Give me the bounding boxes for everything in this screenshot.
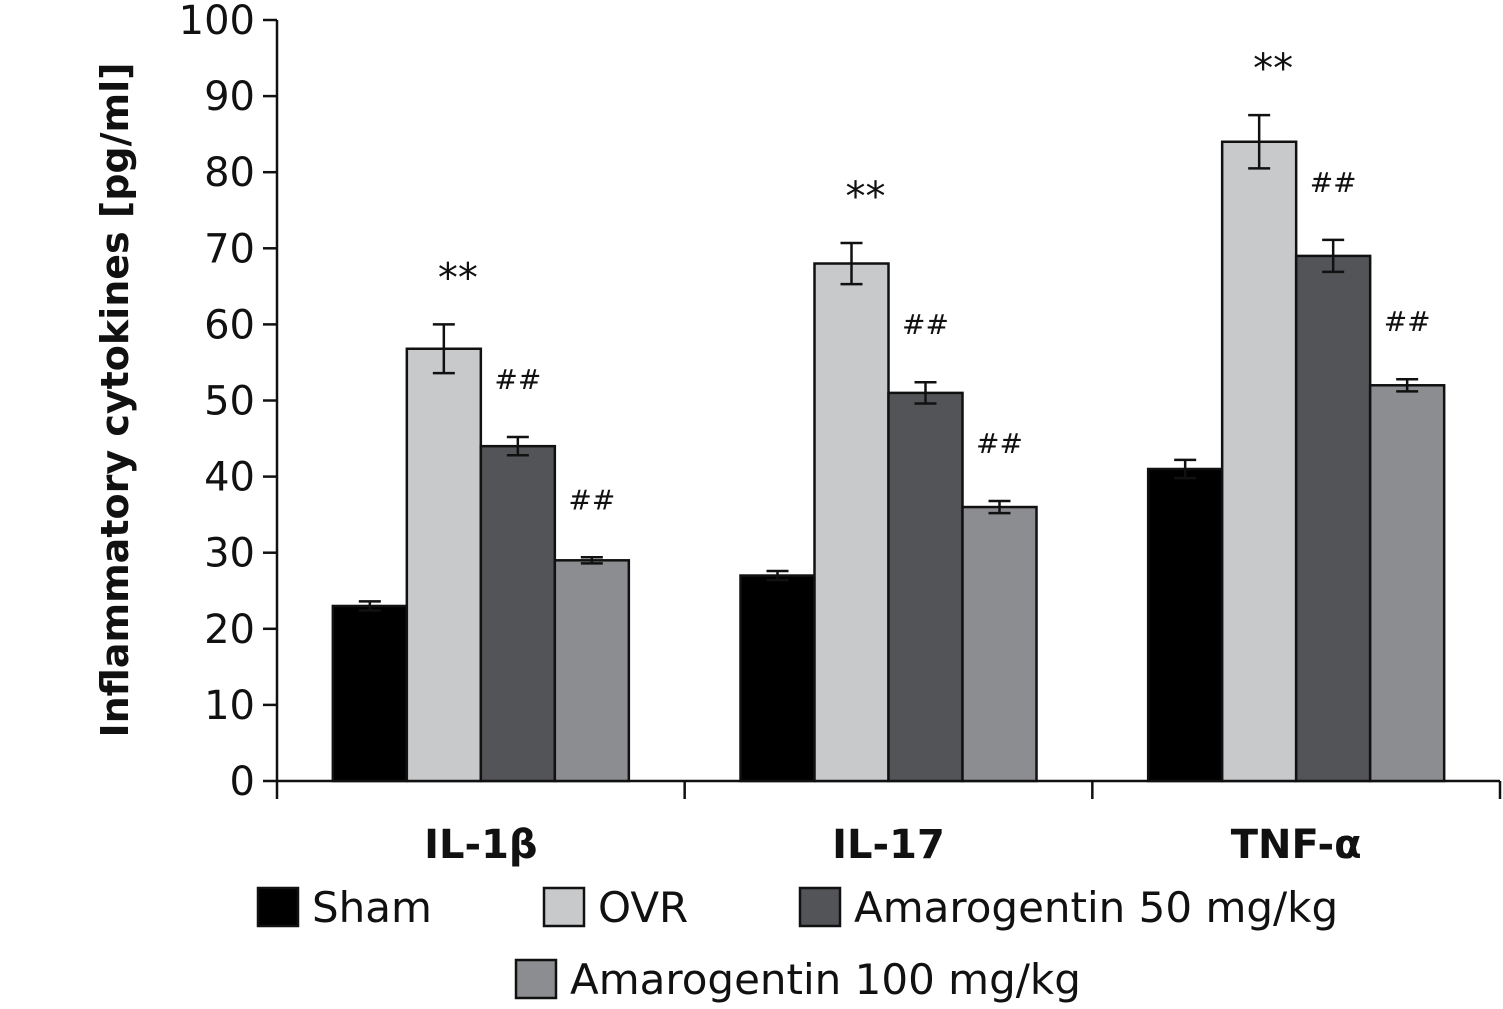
- y-tick-label: 70: [204, 226, 255, 272]
- legend-label: Sham: [312, 883, 432, 932]
- significance-marker: ##: [1310, 166, 1357, 199]
- significance-marker: **: [438, 255, 478, 301]
- significance-marker: ##: [1384, 305, 1431, 338]
- y-tick-label: 20: [204, 607, 255, 653]
- bar: [887, 391, 964, 783]
- y-tick-label: 40: [204, 455, 255, 501]
- bar: [479, 444, 557, 783]
- y-tick-label: 0: [230, 759, 255, 805]
- category-labels: IL-1β IL-17 TNF-α: [424, 822, 1362, 868]
- significance-marker: **: [846, 174, 886, 220]
- category-label: IL-17: [832, 822, 945, 868]
- bar: [553, 559, 631, 783]
- y-tick-label: 50: [204, 379, 255, 425]
- y-tick-label: 10: [204, 683, 255, 729]
- x-axis: [275, 779, 1502, 799]
- category-label: IL-1β: [424, 822, 537, 868]
- category-label: TNF-α: [1231, 822, 1362, 868]
- significance-marker: ##: [494, 363, 541, 396]
- bar: [1220, 140, 1298, 783]
- significance-annotations: ** ## ## ** ## ## ** ## ##: [438, 46, 1431, 516]
- y-tick-label: 30: [204, 531, 255, 577]
- y-axis: 0 10 20 30 40 50 60 70 80 90 100: [179, 0, 279, 805]
- y-tick-label: 90: [204, 74, 255, 120]
- legend-label: Amarogentin 100 mg/kg: [570, 955, 1081, 1004]
- bar: [331, 604, 409, 783]
- significance-marker: ##: [976, 427, 1023, 460]
- bar-series: [331, 113, 1446, 783]
- bar: [405, 347, 483, 783]
- bar: [813, 262, 890, 783]
- legend: Sham OVR Amarogentin 50 mg/kg Amarogentin 1…: [256, 883, 1338, 1004]
- legend-swatch: [514, 958, 558, 1000]
- legend-label: Amarogentin 50 mg/kg: [854, 883, 1338, 932]
- legend-swatch: [798, 886, 842, 928]
- legend-label: OVR: [598, 883, 688, 932]
- bar: [739, 574, 816, 783]
- y-tick-label: 80: [204, 150, 255, 196]
- y-axis-title: Inflammatory cytokines [pg/ml]: [93, 62, 137, 737]
- y-tick-label: 100: [179, 0, 255, 44]
- significance-marker: **: [1253, 46, 1293, 92]
- bar: [1368, 384, 1446, 783]
- legend-swatch: [256, 886, 300, 928]
- bar: [961, 505, 1038, 783]
- significance-marker: ##: [902, 308, 949, 341]
- bar: [1294, 254, 1372, 783]
- significance-marker: ##: [568, 483, 615, 516]
- y-tick-label: 60: [204, 302, 255, 348]
- bar: [1146, 467, 1224, 783]
- legend-swatch: [542, 886, 586, 928]
